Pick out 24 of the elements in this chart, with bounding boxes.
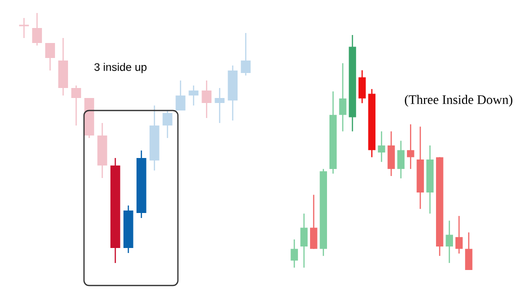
candlestick (214, 87, 225, 124)
candlestick (188, 84, 198, 106)
candlestick (32, 12, 42, 46)
candlestick (446, 220, 453, 264)
annotation: 3 inside up (94, 62, 146, 74)
candlestick (290, 238, 298, 268)
candlestick (310, 194, 318, 250)
candlestick (202, 80, 212, 119)
candlestick (465, 232, 472, 271)
candlestick (71, 84, 82, 126)
candlestick (18, 17, 30, 39)
candlestick (45, 42, 55, 72)
candlestick (455, 215, 463, 254)
candlestick (406, 124, 414, 170)
candlestick (339, 62, 346, 132)
candlestick (378, 130, 386, 162)
candlestick (162, 110, 172, 139)
candlestick (240, 32, 251, 76)
annotation: (Three Inside Down) (404, 94, 512, 107)
candlestick (358, 70, 366, 104)
candlestick (397, 140, 405, 179)
candlestick (300, 213, 308, 268)
candlestick (388, 130, 395, 177)
candlestick (176, 80, 186, 112)
